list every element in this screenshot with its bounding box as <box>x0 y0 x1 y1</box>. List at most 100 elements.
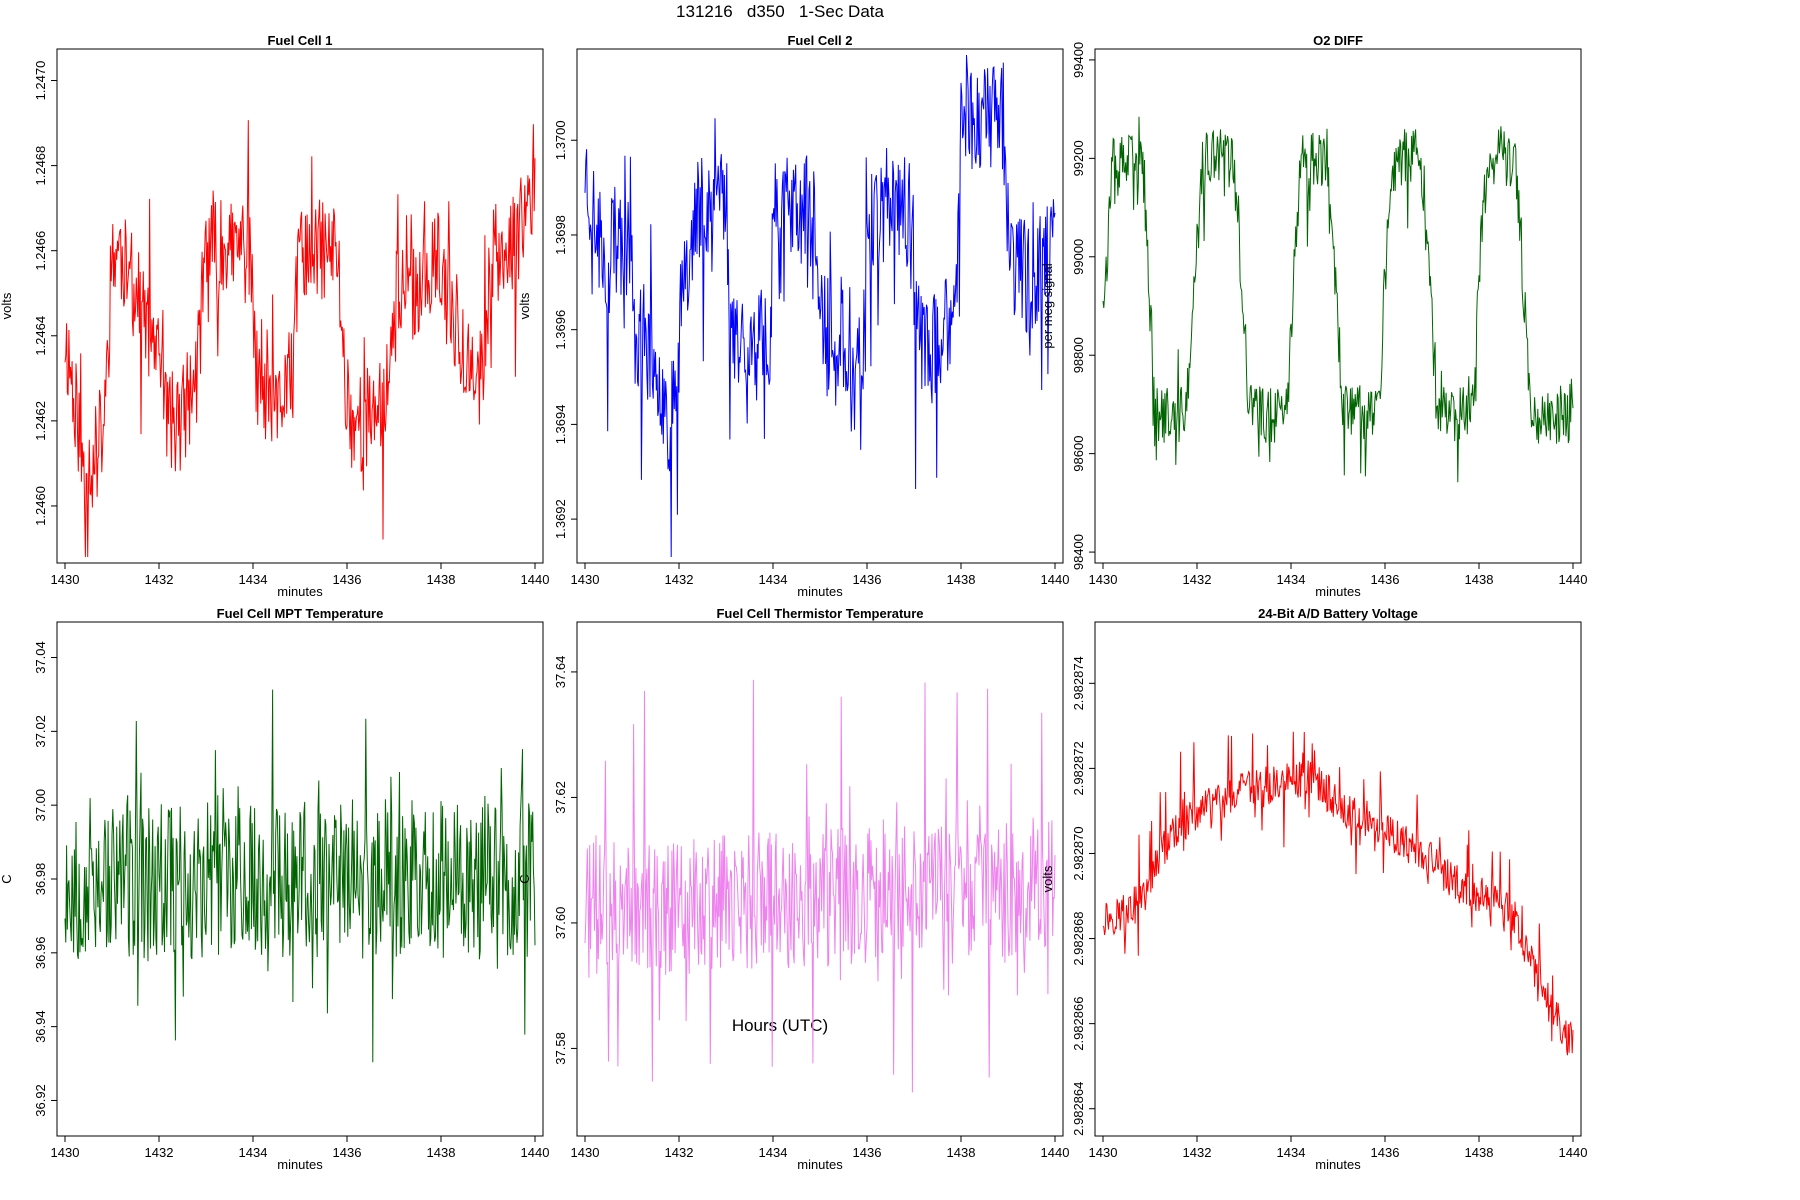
y-tick-label: 1.2470 <box>33 61 48 101</box>
plot-frame <box>1094 621 1582 1137</box>
x-tick-label: 1438 <box>427 572 456 587</box>
x-tick-label: 1430 <box>51 1145 80 1160</box>
x-tick-label: 1434 <box>1277 572 1306 587</box>
y-axis-label: volts <box>517 292 532 319</box>
plot-frame <box>1094 48 1582 564</box>
x-tick-label: 1432 <box>145 1145 174 1160</box>
y-tick-label: 37.60 <box>553 907 568 940</box>
y-tick-label: 2.982874 <box>1071 656 1086 710</box>
series-line <box>584 54 1056 558</box>
x-tick-label: 1430 <box>571 572 600 587</box>
y-tick-label: 2.982870 <box>1071 826 1086 880</box>
y-tick-label: 37.62 <box>553 781 568 814</box>
y-tick-label: 99200 <box>1071 140 1086 176</box>
x-axis-label: minutes <box>277 1157 323 1172</box>
panel-4: Fuel Cell MPT Temperature 1430 1432 1434 143… <box>0 606 549 1172</box>
y-tick-label: 98800 <box>1071 337 1086 373</box>
y-tick-label: 98600 <box>1071 436 1086 472</box>
plot-frame <box>56 48 544 564</box>
y-tick-label: 1.3700 <box>553 120 568 160</box>
panel-2: Fuel Cell 2 1430 1432 1434 1436 1438 1440 minut… <box>517 33 1069 599</box>
panel-3: O2 DIFF 1430 1432 1434 1436 1438 1440 minutes 98… <box>1040 33 1587 599</box>
panel-title: Fuel Cell 2 <box>787 33 852 48</box>
y-tick-label: 37.64 <box>553 656 568 689</box>
panel-1: Fuel Cell 1 1430 1432 1434 1436 1438 1440 minut… <box>0 33 549 599</box>
x-tick-label: 1432 <box>665 572 694 587</box>
y-tick-label: 37.58 <box>553 1032 568 1065</box>
panel-title: Fuel Cell MPT Temperature <box>217 606 384 621</box>
x-tick-label: 1440 <box>521 1145 550 1160</box>
y-tick-label: 1.2466 <box>33 231 48 271</box>
y-tick-label: 1.2462 <box>33 401 48 441</box>
y-tick-label: 36.94 <box>33 1010 48 1043</box>
x-tick-label: 1440 <box>521 572 550 587</box>
x-tick-label: 1432 <box>665 1145 694 1160</box>
y-tick-label: 99400 <box>1071 42 1086 78</box>
x-axis-label: minutes <box>1315 1157 1361 1172</box>
y-tick-label: 37.04 <box>33 641 48 674</box>
x-tick-label: 1438 <box>1465 1145 1494 1160</box>
x-tick-label: 1436 <box>1371 572 1400 587</box>
x-tick-label: 1434 <box>239 1145 268 1160</box>
x-tick-label: 1440 <box>1559 572 1588 587</box>
x-tick-label: 1436 <box>333 1145 362 1160</box>
y-axis-label: volts <box>1040 865 1055 892</box>
y-axis-label: volts <box>0 292 14 319</box>
y-tick-label: 1.3696 <box>553 310 568 350</box>
panel-5: Fuel Cell Thermistor Temperature 1430 1432… <box>517 606 1069 1172</box>
x-tick-label: 1438 <box>427 1145 456 1160</box>
series-line <box>64 689 536 1063</box>
x-tick-label: 1432 <box>1183 572 1212 587</box>
y-tick-label: 1.3698 <box>553 215 568 255</box>
x-tick-label: 1432 <box>1183 1145 1212 1160</box>
y-tick-label: 37.00 <box>33 789 48 822</box>
y-tick-label: 37.02 <box>33 715 48 748</box>
x-tick-label: 1436 <box>333 572 362 587</box>
series-line <box>584 679 1056 1093</box>
y-tick-label: 36.92 <box>33 1084 48 1117</box>
x-tick-label: 1438 <box>1465 572 1494 587</box>
y-tick-label: 2.982866 <box>1071 997 1086 1051</box>
y-axis-label: C <box>0 874 14 883</box>
x-tick-label: 1440 <box>1041 572 1070 587</box>
y-tick-label: 36.96 <box>33 937 48 970</box>
plot-frame <box>576 621 1064 1137</box>
y-tick-label: 2.982864 <box>1071 1082 1086 1136</box>
y-tick-label: 99000 <box>1071 239 1086 275</box>
x-tick-label: 1432 <box>145 572 174 587</box>
series-line <box>1102 731 1574 1056</box>
y-tick-label: 2.982868 <box>1071 911 1086 965</box>
x-axis-label: minutes <box>797 1157 843 1172</box>
x-tick-label: 1440 <box>1041 1145 1070 1160</box>
y-tick-label: 1.3694 <box>553 405 568 445</box>
figure-x-label: Hours (UTC) <box>731 1016 829 1035</box>
series-line <box>64 120 536 558</box>
plot-frame <box>576 48 1064 564</box>
panel-title: O2 DIFF <box>1313 33 1363 48</box>
panel-title: 24-Bit A/D Battery Voltage <box>1258 606 1418 621</box>
y-tick-label: 1.2460 <box>33 486 48 526</box>
figure-title: 131216 d350 1-Sec Data <box>676 2 884 21</box>
x-tick-label: 1430 <box>1089 1145 1118 1160</box>
x-tick-label: 1434 <box>239 572 268 587</box>
panel-title: Fuel Cell Thermistor Temperature <box>716 606 923 621</box>
x-tick-label: 1430 <box>1089 572 1118 587</box>
y-axis-label: per meg signal <box>1040 263 1055 348</box>
x-tick-label: 1434 <box>1277 1145 1306 1160</box>
x-tick-label: 1430 <box>51 572 80 587</box>
panel-title: Fuel Cell 1 <box>267 33 332 48</box>
y-tick-label: 1.2464 <box>33 316 48 356</box>
x-tick-label: 1430 <box>571 1145 600 1160</box>
y-axis-label: C <box>517 874 532 883</box>
y-tick-label: 2.982872 <box>1071 741 1086 795</box>
x-tick-label: 1436 <box>853 1145 882 1160</box>
x-axis-label: minutes <box>277 584 323 599</box>
x-axis-label: minutes <box>797 584 843 599</box>
series-line <box>1102 116 1574 483</box>
x-tick-label: 1438 <box>947 572 976 587</box>
x-tick-label: 1434 <box>759 572 788 587</box>
x-tick-label: 1436 <box>853 572 882 587</box>
y-tick-label: 98400 <box>1071 534 1086 570</box>
y-tick-label: 1.2468 <box>33 146 48 186</box>
